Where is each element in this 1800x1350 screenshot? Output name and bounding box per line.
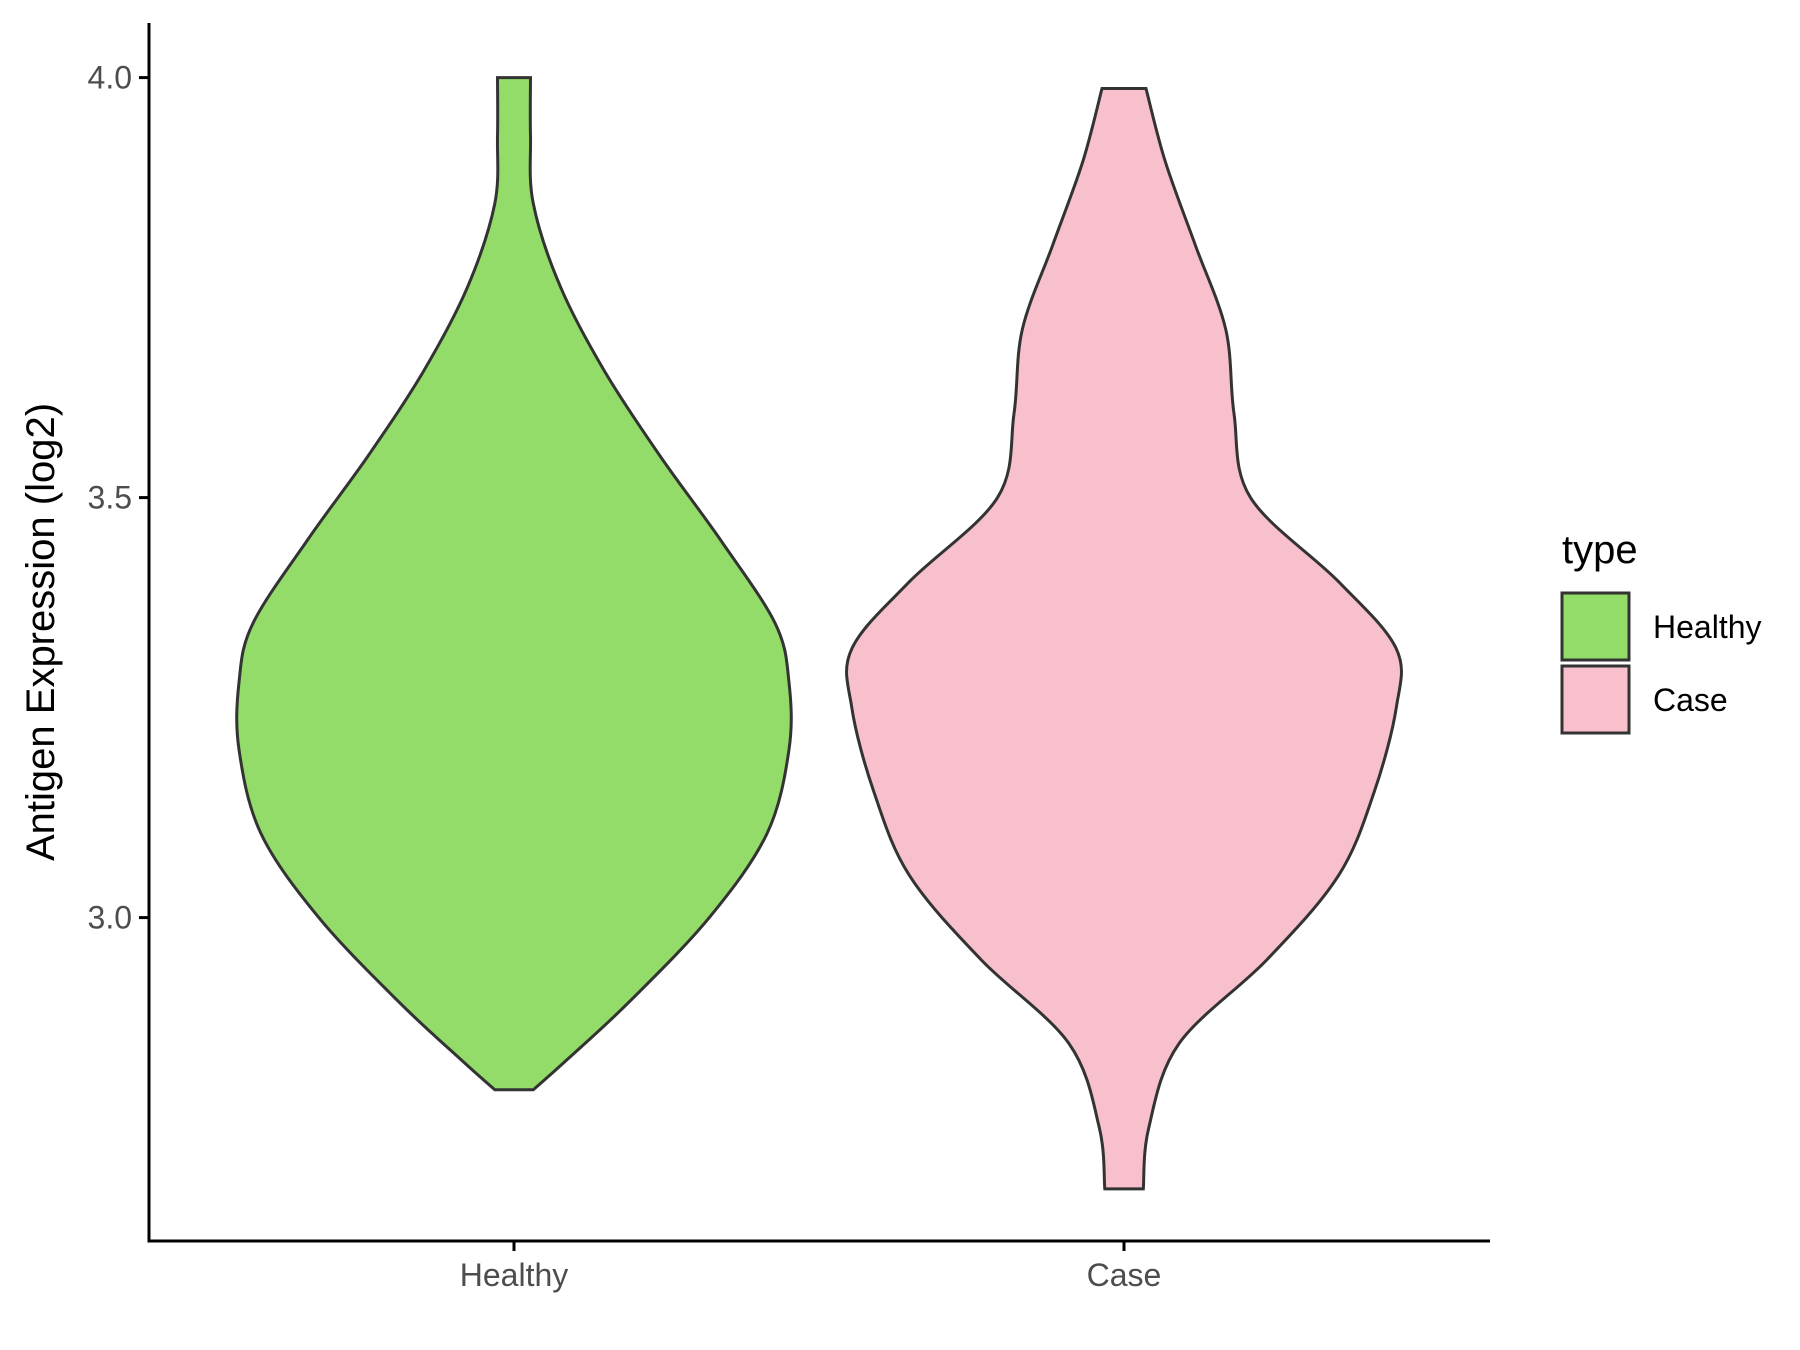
legend-label-healthy: Healthy — [1653, 609, 1762, 645]
x-tick-label-healthy: Healthy — [460, 1257, 569, 1293]
legend-key-healthy — [1560, 591, 1631, 662]
violin-case — [845, 87, 1403, 1191]
y-tick-label: 4.0 — [88, 60, 132, 96]
y-axis-ticks: 3.0 3.5 4.0 — [88, 60, 149, 936]
x-axis-ticks: Healthy Case — [460, 1241, 1162, 1293]
x-tick-label-case: Case — [1087, 1257, 1162, 1293]
plot-area — [235, 76, 1403, 1191]
legend-label-case: Case — [1653, 682, 1728, 718]
legend-title: type — [1562, 528, 1638, 572]
violin-healthy — [235, 76, 793, 1092]
legend: type Healthy Case — [1560, 528, 1762, 735]
y-tick-label: 3.0 — [88, 900, 132, 936]
legend-key-case — [1560, 664, 1631, 735]
y-axis-title: Antigen Expression (log2) — [19, 403, 63, 861]
y-tick-label: 3.5 — [88, 480, 132, 516]
